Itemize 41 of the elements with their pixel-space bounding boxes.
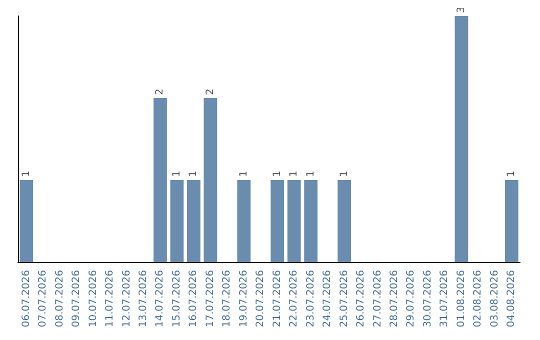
data-label: 1 [272, 170, 283, 177]
x-tick-label: 19.07.2026 [238, 270, 250, 328]
x-tick-label: 16.07.2026 [188, 270, 200, 328]
x-tick-label: 17.07.2026 [204, 270, 216, 328]
x-tick-label: 09.07.2026 [71, 270, 82, 328]
x-tick-label: 15.07.2026 [171, 270, 182, 328]
x-tick-label: 22.07.2026 [288, 270, 300, 328]
data-label: 1 [188, 170, 200, 177]
x-tick-label: 26.07.2026 [356, 270, 367, 328]
data-label: 2 [204, 88, 216, 95]
x-tick-label: 03.08.2026 [489, 270, 500, 328]
data-label: 1 [506, 170, 518, 177]
data-label: 1 [20, 170, 32, 177]
x-tick-label: 02.08.2026 [472, 270, 484, 328]
x-tick-label: 20.07.2026 [255, 270, 266, 328]
x-tick-label: 13.07.2026 [138, 270, 149, 328]
x-tick-label: 29.07.2026 [406, 270, 417, 328]
x-tick-label: 01.08.2026 [456, 270, 467, 328]
x-tick-label: 30.07.2026 [422, 270, 434, 328]
data-label: 1 [171, 170, 182, 177]
x-tick-label: 10.07.2026 [88, 270, 99, 328]
x-tick-label: 24.07.2026 [322, 270, 334, 328]
data-label: 2 [154, 88, 166, 95]
x-tick-label: 11.07.2026 [104, 270, 116, 328]
x-tick-label: 06.07.2026 [20, 270, 32, 328]
x-tick-label: 14.07.2026 [154, 270, 166, 328]
x-tick-label: 21.07.2026 [272, 270, 283, 328]
x-tick-label: 28.07.2026 [389, 270, 400, 328]
data-label: 1 [305, 170, 316, 177]
x-tick-label: 04.08.2026 [506, 270, 518, 328]
x-tick-label: 31.07.2026 [439, 270, 450, 328]
x-tick-label: 27.07.2026 [372, 270, 384, 328]
data-label: 1 [288, 170, 300, 177]
x-tick-label: 08.07.2026 [54, 270, 66, 328]
x-tick-label: 12.07.2026 [121, 270, 132, 328]
x-tick-label: 25.07.2026 [338, 270, 350, 328]
x-tick-label: 07.07.2026 [38, 270, 49, 328]
x-tick-label: 18.07.2026 [222, 270, 233, 328]
x-tick-label: 23.07.2026 [305, 270, 316, 328]
data-label: 1 [338, 170, 350, 177]
data-label: 1 [238, 170, 250, 177]
